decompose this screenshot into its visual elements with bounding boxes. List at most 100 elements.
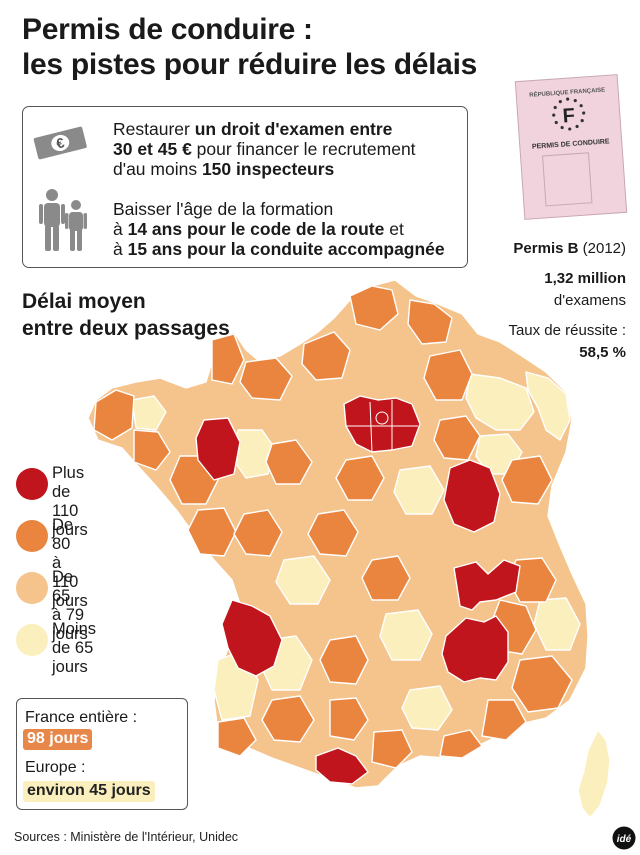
- success-rate-label: Taux de réussite :: [508, 322, 626, 339]
- region-vendee: [187, 507, 237, 557]
- card-letter: F: [562, 105, 576, 128]
- region-ariege: [315, 747, 369, 785]
- region-bourgogne: [433, 415, 481, 461]
- eu-stars-icon: [552, 97, 586, 131]
- measure-text-bold: 15 ans pour la conduite accompagnée: [127, 239, 445, 259]
- france-value: 98 jours: [23, 729, 93, 750]
- region-lorraine: [465, 373, 535, 431]
- region-herault: [439, 729, 483, 759]
- region-cher: [335, 455, 385, 501]
- region-lorraine-east: [501, 455, 553, 505]
- measures-box: € Restaurer un droit d'examen entre 30 et…: [22, 106, 468, 268]
- page-title: Permis de conduire : les pistes pour réd…: [22, 12, 477, 82]
- euro-banknote-icon: €: [31, 124, 89, 165]
- measure-text-run: Restaurer: [113, 119, 195, 139]
- measure-training-age: Baisser l'âge de la formation à 14 ans po…: [113, 199, 445, 259]
- region-ardennes: [407, 299, 453, 345]
- legend-label: De 80 à 110 jours: [52, 516, 88, 611]
- region-mayenne: [195, 417, 241, 481]
- region-lot: [319, 635, 369, 685]
- europe-value: environ 45 jours: [23, 781, 155, 802]
- legend-swatch: [16, 624, 48, 656]
- sources-note: Sources : Ministère de l'Intérieur, Unid…: [14, 830, 239, 844]
- measure-text-bold: un droit d'examen entre: [194, 119, 393, 139]
- measure-line: d'au moins 150 inspecteurs: [113, 159, 416, 179]
- region-champagne: [423, 349, 473, 401]
- region-limousin: [275, 555, 331, 605]
- measure-line: Restaurer un droit d'examen entre: [113, 119, 416, 139]
- success-rate-value: 58,5 %: [579, 344, 626, 361]
- region-tarn: [329, 697, 369, 741]
- region-indre: [307, 509, 359, 557]
- france-label: France entière :: [25, 709, 138, 726]
- region-alsace: [525, 371, 571, 441]
- region-ardeche-drome: [441, 615, 509, 683]
- region-saone-et-loire: [443, 459, 501, 533]
- permis-b-stats: Permis B (2012) 1,32 million d'examens T…: [508, 238, 626, 364]
- france-map: [0, 270, 640, 835]
- legend-label: De 65 à 79 jours: [52, 568, 88, 644]
- permis-label: Permis B: [513, 240, 579, 257]
- legend-label-line-1: De 80: [52, 516, 74, 553]
- region-auvergne: [379, 609, 433, 661]
- legend-swatch: [16, 572, 48, 604]
- region-pyrenees-west: [217, 717, 257, 757]
- region-picardie: [301, 331, 351, 381]
- adult-and-teen-icon: [37, 187, 89, 258]
- legend-label-line-2: de 65 jours: [52, 639, 94, 676]
- region-poitou: [233, 509, 283, 557]
- region-allier: [361, 555, 411, 601]
- legend-swatch: [16, 468, 48, 500]
- legend-label: Plus de 110 jours: [52, 464, 88, 540]
- region-bretagne-south: [133, 429, 171, 471]
- legend-label-line-1: Plus de: [52, 464, 85, 501]
- measure-line: 30 et 45 € pour financer le recrutement: [113, 139, 416, 159]
- ide-logo: idé: [612, 826, 636, 855]
- region-gers: [261, 695, 315, 743]
- measure-text-bold: 14 ans pour le code de la route: [127, 219, 385, 239]
- logo-text: idé: [617, 834, 632, 845]
- ile-de-france-borders: [346, 400, 418, 453]
- map-heading-line-1: Délai moyen: [22, 290, 146, 313]
- average-delay-box: France entière : 98 jours Europe : envir…: [16, 698, 188, 810]
- legend-label-line-2: à 79 jours: [52, 606, 88, 643]
- legend-label-line-2: 110 jours: [52, 502, 88, 539]
- corsica: [577, 729, 611, 819]
- legend-label: Moins de 65 jours: [52, 620, 96, 677]
- measure-text-run: et: [384, 219, 404, 239]
- measure-text-run: pour financer le recrutement: [191, 139, 416, 159]
- region-gironde: [221, 599, 283, 677]
- measure-line: Baisser l'âge de la formation: [113, 199, 445, 219]
- region-aude: [371, 729, 413, 769]
- measure-text-bold: 150 inspecteurs: [201, 159, 335, 179]
- measure-text-run: à: [113, 219, 128, 239]
- region-var: [481, 699, 527, 741]
- legend-label-line-1: Moins: [52, 620, 97, 638]
- region-centre-north: [393, 465, 445, 515]
- measure-line: à 14 ans pour le code de la route et: [113, 219, 445, 239]
- region-sarthe: [265, 439, 313, 485]
- title-line-2: les pistes pour réduire les délais: [22, 48, 477, 81]
- measure-exam-fee: Restaurer un droit d'examen entre 30 et 4…: [113, 119, 416, 179]
- legend-label-line-1: De 65: [52, 568, 74, 605]
- region-bretagne-mid: [131, 395, 167, 431]
- region-normandie: [239, 357, 293, 401]
- europe-label: Europe :: [25, 759, 86, 776]
- map-heading-line-2: entre deux passages: [22, 317, 230, 340]
- measure-text: Restaurer un droit d'examen entre 30 et 4…: [113, 119, 416, 179]
- driving-license-card-icon: RÉPUBLIQUE FRANÇAISE F PERMIS DE CONDUIR…: [512, 72, 630, 227]
- region-nord: [349, 285, 399, 331]
- region-manche: [211, 333, 245, 385]
- permis-year: (2012): [578, 240, 626, 257]
- legend-label-line-2: à 110 jours: [52, 554, 88, 610]
- measure-text-bold: 30 et 45 €: [113, 139, 192, 159]
- svg-text:€: €: [55, 134, 67, 151]
- measure-text: Baisser l'âge de la formation à 14 ans po…: [113, 199, 445, 259]
- region-ain-jura: [453, 559, 521, 611]
- title-line-1: Permis de conduire :: [22, 13, 313, 46]
- measure-text-run: d'au moins: [113, 159, 202, 179]
- region-languedoc: [401, 685, 453, 731]
- legend-swatch: [16, 520, 48, 552]
- map-heading: Délai moyen entre deux passages: [22, 288, 230, 342]
- region-bretagne-west: [93, 389, 135, 441]
